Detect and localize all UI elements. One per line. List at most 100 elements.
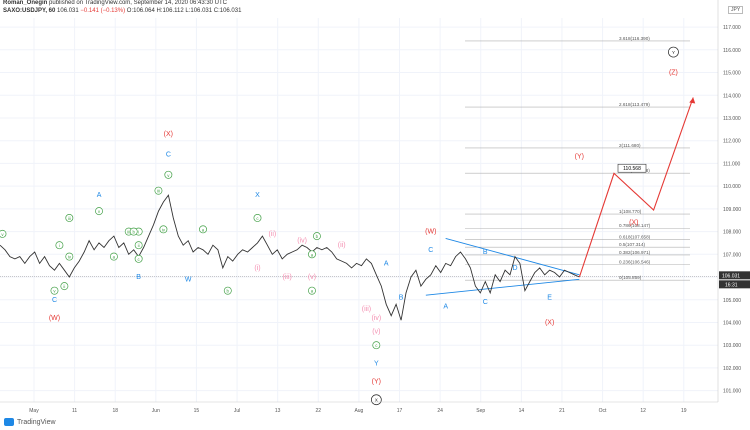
wave-label-circle xyxy=(109,252,118,261)
x-tick-label: 18 xyxy=(112,408,118,414)
y-tick-label: 102.000 xyxy=(723,366,741,372)
triangle-line xyxy=(425,278,580,296)
wave-label: W xyxy=(185,276,192,283)
wave-label-circle xyxy=(159,225,168,234)
y-tick-label: 111.000 xyxy=(723,161,741,167)
wave-label: a xyxy=(311,289,314,294)
price-line xyxy=(0,194,580,321)
wave-label: C xyxy=(428,247,433,254)
y-tick-label: 110.000 xyxy=(723,184,741,190)
x-tick-label: 24 xyxy=(437,408,443,414)
wave-label-circle xyxy=(253,214,262,222)
fib-label: 0(105.859) xyxy=(619,275,642,280)
y-tick-label: 101.000 xyxy=(723,389,741,395)
wave-label: (Z) xyxy=(669,70,678,77)
wave-label: C xyxy=(166,151,171,158)
y-tick-label: 108.000 xyxy=(723,230,741,236)
fib-label: 0.5(107.314) xyxy=(619,242,646,247)
wave-label: B xyxy=(136,274,141,281)
wave-label: D xyxy=(512,265,517,272)
current-price-tag xyxy=(719,271,750,280)
x-tick-label: 22 xyxy=(316,408,322,414)
fib-label: 0.382(106.971) xyxy=(619,250,651,255)
last-price: 106.031 xyxy=(57,8,79,14)
wave-label: (Y) xyxy=(372,379,381,386)
triangle-trendlines xyxy=(425,237,580,296)
wave-label: (iii) xyxy=(283,274,292,281)
wave-label: (iv) xyxy=(297,238,307,245)
x-tick-label: 11 xyxy=(72,408,77,414)
wave-label-circle xyxy=(308,286,316,295)
triangle-line xyxy=(445,237,580,276)
x-tick-label: 21 xyxy=(559,408,565,414)
wave-label: A xyxy=(384,260,389,267)
tradingview-footer[interactable]: TradingView xyxy=(4,418,56,426)
wave-label: c xyxy=(375,343,378,348)
fib-label: 0.618(107.658) xyxy=(619,234,651,239)
wave-label-circle xyxy=(312,232,321,241)
wave-label: B xyxy=(483,249,488,256)
price-box-label: 110.568 xyxy=(623,166,641,172)
brand-label: TradingView xyxy=(17,418,56,426)
wave-label: (iii) xyxy=(362,306,371,313)
wave-label: a xyxy=(311,252,314,257)
wave-label: ii xyxy=(63,284,65,289)
wave-label: b xyxy=(227,289,230,294)
wave-label: v xyxy=(1,232,4,237)
wave-label-circle xyxy=(199,225,207,234)
wave-label: (i) xyxy=(254,265,260,272)
wave-label: (Y) xyxy=(575,154,584,161)
wave-label: v xyxy=(98,209,101,214)
wave-label: C xyxy=(52,297,57,304)
wave-label: iii xyxy=(68,216,71,221)
wave-label: iv xyxy=(162,227,166,232)
wave-label: b xyxy=(316,234,319,239)
wave-label: Y xyxy=(374,360,379,367)
fib-label: 3.618(116.390) xyxy=(619,36,650,41)
y-tick-label: 104.000 xyxy=(723,320,741,326)
y-tick-label: 105.000 xyxy=(723,298,741,304)
y-tick-label: 113.000 xyxy=(723,116,741,122)
wave-label: c xyxy=(256,216,259,221)
wave-label-circle xyxy=(0,229,7,238)
wave-label-circle xyxy=(668,46,679,58)
wave-label-circle xyxy=(60,282,69,291)
projection-path xyxy=(578,97,696,278)
wave-label: c xyxy=(138,257,141,262)
wave-label-circle xyxy=(308,250,316,259)
wave-label: ii xyxy=(138,243,140,248)
wave-label: (W) xyxy=(425,229,436,236)
wave-label: (v) xyxy=(372,329,380,336)
wave-label-circle xyxy=(164,170,173,179)
price-box xyxy=(617,163,647,173)
fib-label: 0.236(106.546) xyxy=(619,260,651,265)
symbol-label: SAXO:USDJPY, 60 xyxy=(3,8,56,14)
wave-label-circle xyxy=(50,286,59,295)
wave-label: E xyxy=(547,294,552,301)
y-tick-label: 114.000 xyxy=(723,93,741,99)
x-tick-label: 19 xyxy=(681,408,687,414)
current-time-label: 16:31 xyxy=(725,282,738,288)
current-price-label: 106.031 xyxy=(722,273,740,279)
wave-label: (W) xyxy=(49,315,60,322)
y-tick-label: 103.000 xyxy=(723,343,741,349)
projection-arrowhead xyxy=(689,97,696,104)
wave-label: B xyxy=(399,294,404,301)
fib-label: 2(111.680) xyxy=(619,143,641,148)
x-tick-label: 17 xyxy=(397,408,403,414)
wave-label-circle xyxy=(134,241,143,250)
price-change: −0.141 (−0.13%) xyxy=(80,8,126,14)
x-tick-label: 14 xyxy=(519,408,525,414)
chart-axes: 101.000 102.000 103.000 104.000 105.000 106.0… xyxy=(0,0,750,414)
x-tick-label: 15 xyxy=(194,408,200,414)
wave-label: b xyxy=(132,230,135,235)
y-tick-label: 112.000 xyxy=(723,139,741,145)
wave-label: a xyxy=(202,227,205,232)
currency-badge[interactable]: JPY xyxy=(728,6,744,14)
y-tick-label: 115.000 xyxy=(723,71,741,77)
x-tick-label: May xyxy=(29,408,39,414)
ohlc-values: O:106.064 H:106.112 L:106.031 C:106.031 xyxy=(126,8,242,14)
y-tick-label: 117.000 xyxy=(723,25,741,31)
